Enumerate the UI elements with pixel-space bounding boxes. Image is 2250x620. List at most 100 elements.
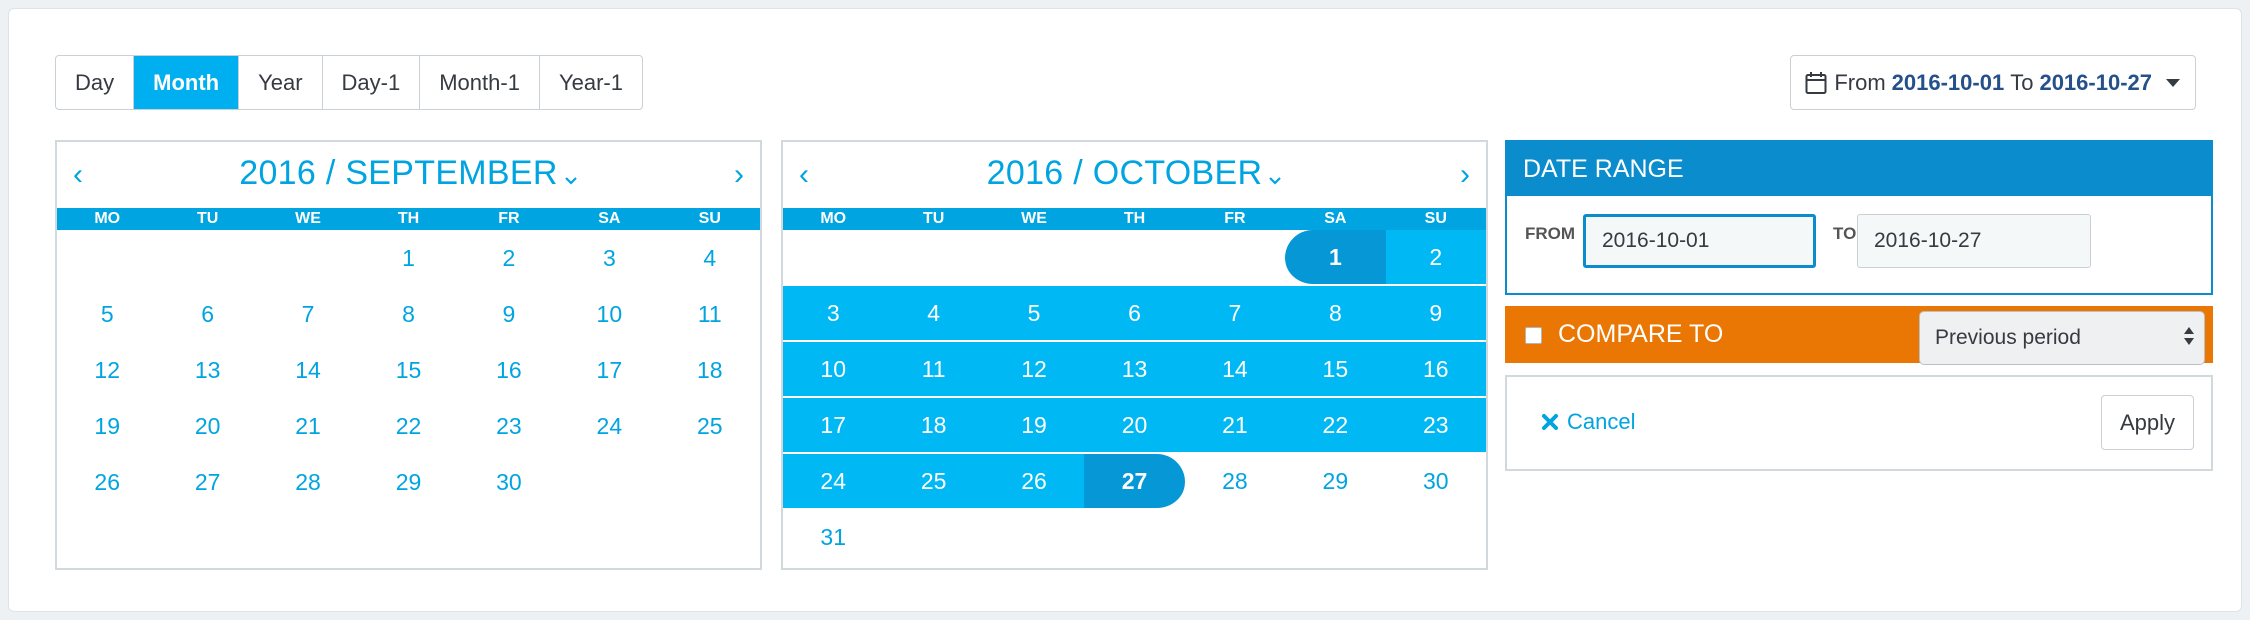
day-cell[interactable]: 5 [100, 300, 114, 327]
calendar-title[interactable]: 2016 / SEPTEMBER [57, 154, 760, 195]
calendar-title-text: 2016 / SEPTEMBER [239, 154, 558, 192]
day-cell[interactable]: 2 [502, 244, 516, 271]
day-cell[interactable]: 8 [1285, 286, 1386, 342]
prev-month-button[interactable]: ‹ [73, 158, 83, 191]
day-cell[interactable]: 1 [1285, 230, 1386, 286]
day-cell[interactable]: 4 [883, 286, 984, 342]
day-cell[interactable]: 14 [1184, 342, 1286, 398]
day-cell[interactable]: 7 [301, 300, 315, 327]
day-cell[interactable]: 17 [783, 398, 884, 454]
day-cell[interactable]: 18 [883, 398, 984, 454]
day-cell[interactable]: 16 [1385, 342, 1486, 398]
next-month-button[interactable]: › [1460, 158, 1470, 191]
cancel-button[interactable]: Cancel [1541, 409, 1635, 435]
day-cell[interactable]: 13 [1084, 342, 1185, 398]
day-cell[interactable]: 15 [1285, 342, 1386, 398]
day-cell[interactable]: 9 [1385, 286, 1486, 342]
day-cell[interactable]: 17 [596, 356, 623, 383]
from-label: FROM [1525, 224, 1576, 243]
day-cell[interactable]: 15 [395, 356, 422, 383]
day-cell[interactable]: 16 [496, 356, 522, 383]
day-cell[interactable]: 10 [596, 300, 623, 327]
day-cell[interactable]: 22 [1285, 398, 1386, 454]
day-cell[interactable]: 26 [94, 468, 120, 495]
weekday-header: MO TU WE TH FR SA SU [57, 208, 760, 230]
period-button-month-1[interactable]: Month-1 [420, 56, 540, 109]
from-word: From [1834, 69, 1886, 95]
day-cell[interactable]: 25 [883, 454, 984, 510]
empty-day-cell [883, 230, 983, 286]
day-cell[interactable]: 25 [696, 412, 723, 439]
day-cell[interactable]: 1 [402, 244, 415, 271]
day-cell[interactable]: 28 [1222, 467, 1248, 494]
day-cell[interactable]: 27 [1084, 454, 1185, 510]
compare-period-select[interactable]: Previous period [1919, 311, 2205, 365]
empty-day-cell [1084, 230, 1184, 286]
day-cell[interactable]: 11 [697, 300, 722, 327]
day-grid: 1 2 3 4 5 6 7 8 9 10 11 12 13 14 15 16 17 18 19 20 21 22 23 24 2… [783, 230, 1486, 566]
from-date-input[interactable] [1583, 214, 1816, 268]
calendar-title[interactable]: 2016 / OCTOBER [783, 154, 1486, 195]
date-picker-panel: Day Month Year Day-1 Month-1 Year-1 From 2016… [8, 8, 2242, 612]
day-cell[interactable]: 9 [502, 300, 516, 327]
weekday-label: SU [1424, 210, 1447, 227]
day-cell[interactable]: 3 [602, 244, 616, 271]
day-cell[interactable]: 21 [1184, 398, 1286, 454]
prev-month-button[interactable]: ‹ [799, 158, 809, 191]
period-button-day-1[interactable]: Day-1 [323, 56, 421, 109]
day-cell[interactable]: 8 [402, 300, 415, 327]
period-button-year-1[interactable]: Year-1 [558, 69, 623, 95]
day-cell[interactable]: 2 [1385, 230, 1486, 286]
next-month-button[interactable]: › [734, 158, 744, 191]
day-cell[interactable]: 23 [1385, 398, 1486, 454]
day-cell[interactable]: 4 [703, 244, 717, 271]
day-cell[interactable]: 20 [1084, 398, 1185, 454]
day-cell[interactable]: 23 [496, 412, 522, 439]
to-date-input[interactable] [1857, 214, 2091, 268]
period-button-day[interactable]: Day [56, 56, 135, 109]
day-cell[interactable]: 24 [783, 454, 884, 510]
apply-button[interactable]: Apply [2100, 395, 2194, 450]
day-cell[interactable]: 10 [783, 342, 884, 398]
weekday-label: SU [698, 210, 721, 227]
day-cell[interactable]: 29 [395, 468, 422, 495]
day-cell[interactable]: 5 [983, 286, 1085, 342]
day-cell[interactable]: 6 [201, 300, 215, 327]
calendar-title-text: 2016 / OCTOBER [986, 154, 1263, 192]
day-cell[interactable]: 7 [1184, 286, 1286, 342]
period-button-month[interactable]: Month [134, 56, 240, 109]
chevron-down-icon [564, 156, 578, 195]
day-cell[interactable]: 30 [496, 468, 522, 495]
day-cell[interactable]: 19 [983, 398, 1085, 454]
day-cell[interactable]: 31 [820, 523, 846, 550]
day-cell[interactable]: 18 [696, 356, 723, 383]
weekday-label: TU [196, 210, 219, 227]
day-cell[interactable]: 29 [1322, 467, 1349, 494]
day-cell[interactable]: 12 [983, 342, 1085, 398]
day-cell[interactable]: 3 [783, 286, 884, 342]
empty-day-cell [984, 230, 1084, 286]
weekday-label: WE [1021, 210, 1047, 227]
day-cell[interactable]: 11 [883, 342, 984, 398]
day-cell[interactable]: 6 [1084, 286, 1185, 342]
day-cell[interactable]: 12 [94, 356, 120, 383]
day-cell[interactable]: 30 [1422, 467, 1449, 494]
day-cell[interactable]: 24 [596, 412, 623, 439]
date-range-toggle[interactable]: From 2016-10-01 To 2016-10-27 [1790, 55, 2196, 110]
day-cell[interactable]: 14 [295, 356, 321, 383]
to-word: To [2010, 69, 2034, 95]
day-cell[interactable]: 19 [94, 412, 120, 439]
compare-checkbox[interactable] [1525, 327, 1542, 344]
day-cell[interactable]: 20 [194, 412, 221, 439]
period-button-year[interactable]: Year [239, 56, 323, 109]
weekday-label: TU [922, 210, 945, 227]
day-cell[interactable]: 22 [395, 412, 422, 439]
day-cell[interactable]: 28 [295, 468, 321, 495]
cancel-label: Cancel [1567, 409, 1636, 434]
day-cell[interactable]: 26 [983, 454, 1085, 510]
day-cell[interactable]: 27 [194, 468, 221, 495]
calendar-icon [1805, 71, 1827, 95]
day-cell[interactable]: 21 [295, 412, 321, 439]
day-cell[interactable]: 13 [194, 356, 221, 383]
